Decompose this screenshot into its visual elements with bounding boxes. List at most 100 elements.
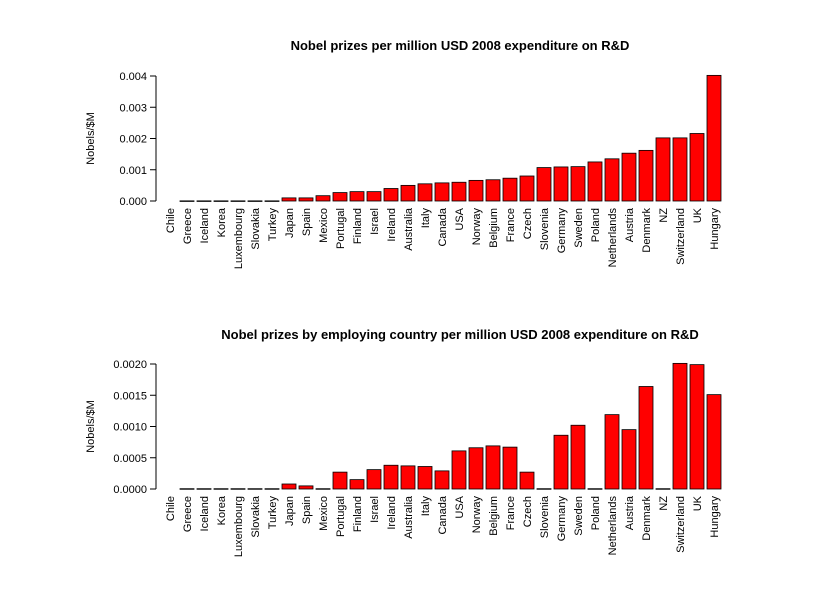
chart-bottom-bars: [179, 362, 722, 490]
chart-bottom-category-label: Slovenia: [539, 495, 551, 538]
chart-bottom-category-label: Luxembourg: [233, 496, 245, 557]
chart-top-bar: [400, 184, 416, 202]
chart-top-bar: [247, 200, 263, 202]
chart-bottom-category-label: Finland: [352, 496, 364, 532]
chart-top-y-tick-label: 0.000: [119, 196, 147, 208]
chart-bottom-category-label: UK: [692, 495, 704, 511]
chart-bottom-category-label: Mexico: [318, 496, 330, 531]
chart-top-category-label: Finland: [352, 208, 364, 244]
chart-bottom-bar: [332, 471, 348, 490]
chart-top-category-label: Greece: [182, 208, 194, 244]
chart-bottom-bar: [468, 447, 484, 490]
chart-top-bar: [655, 137, 671, 202]
chart-bottom-category-label: USA: [454, 495, 466, 518]
chart-bottom-category-label: Denmark: [641, 496, 653, 541]
chart-bottom-bar: [451, 450, 467, 490]
chart-top-bar: [502, 177, 518, 202]
chart-bottom-category-label: Turkey: [267, 496, 279, 530]
chart-bottom-category-label: Israel: [369, 496, 381, 523]
chart-top-category-label: Netherlands: [607, 208, 619, 268]
chart-top-bar: [281, 197, 297, 202]
chart-top-category-label: Korea: [216, 207, 228, 237]
chart-bottom-y-axis: 0.0000 0.0005 0.0010 0.0015 0.0020: [113, 359, 157, 496]
chart-top-bar: [587, 161, 603, 202]
chart-bottom-category-label: Czech: [522, 496, 534, 527]
chart-bottom-bar: [366, 469, 382, 490]
chart-top-bar: [468, 179, 484, 202]
chart-top-title: Nobel prizes per million USD 2008 expend…: [291, 38, 630, 53]
chart-top-bar: [315, 195, 331, 202]
chart-bottom-category-label: Poland: [590, 496, 602, 530]
chart-top-y-tick-label: 0.001: [119, 165, 147, 177]
chart-top-bar: [689, 133, 705, 202]
chart-bottom-category-label: Norway: [471, 496, 483, 534]
chart-bottom-bar: [519, 471, 535, 490]
chart-bottom-bar: [587, 488, 603, 490]
chart-bottom-bar: [315, 488, 331, 490]
chart-top: Nobel prizes per million USD 2008 expend…: [85, 38, 722, 269]
chart-top-category-label: Israel: [369, 208, 381, 235]
chart-top-category-label: NZ: [658, 208, 670, 223]
chart-top-bar: [672, 137, 688, 202]
chart-top-bar: [230, 200, 246, 202]
chart-bottom-bar: [383, 464, 399, 490]
chart-bottom: Nobel prizes by employing country per mi…: [85, 327, 722, 557]
chart-top-bar: [485, 179, 501, 202]
chart-top-category-label: Australia: [403, 207, 415, 251]
chart-top-category-label: Germany: [556, 208, 568, 254]
chart-top-bar: [213, 200, 229, 202]
chart-top-bars: [179, 74, 722, 202]
chart-bottom-bar: [179, 488, 195, 490]
chart-bottom-categories: Chile Greece Iceland Korea Luxembourg Slovaki…: [165, 495, 721, 557]
chart-bottom-bar: [604, 414, 620, 490]
chart-top-category-label: Ireland: [386, 208, 398, 242]
chart-top-bar: [519, 175, 535, 202]
chart-top-bar: [383, 188, 399, 202]
chart-bottom-category-label: Belgium: [488, 496, 500, 536]
chart-bottom-bar: [485, 445, 501, 490]
chart-bottom-bar: [621, 429, 637, 490]
chart-bottom-bar: [536, 488, 552, 490]
chart-bottom-bar: [298, 485, 314, 490]
chart-top-category-label: Chile: [165, 208, 177, 233]
chart-bottom-category-label: Slovakia: [250, 495, 262, 537]
chart-bottom-bar: [638, 386, 654, 490]
chart-bottom-bar: [417, 466, 433, 490]
chart-bottom-bar: [196, 488, 212, 490]
chart-bottom-category-label: France: [505, 496, 517, 530]
chart-top-ylabel: Nobels/$M: [85, 112, 97, 165]
chart-bottom-category-label: Korea: [216, 495, 228, 525]
chart-top-bar: [451, 181, 467, 202]
chart-bottom-category-label: Switzerland: [675, 496, 687, 553]
chart-top-category-label: Austria: [624, 207, 636, 242]
chart-top-bar: [706, 74, 722, 202]
chart-top-category-label: Slovakia: [250, 207, 262, 249]
chart-top-category-label: Japan: [284, 208, 296, 238]
chart-top-category-label: Czech: [522, 208, 534, 239]
chart-bottom-category-label: Greece: [182, 496, 194, 532]
chart-top-bar: [298, 197, 314, 202]
chart-bottom-y-tick-label: 0.0000: [113, 484, 147, 496]
chart-bottom-bar: [349, 479, 365, 490]
chart-bottom-bar: [281, 483, 297, 490]
chart-top-category-label: Denmark: [641, 208, 653, 253]
chart-top-category-label: Slovenia: [539, 207, 551, 250]
chart-bottom-category-label: Japan: [284, 496, 296, 526]
chart-top-bar: [553, 166, 569, 202]
chart-top-category-label: Sweden: [573, 208, 585, 248]
chart-top-category-label: Switzerland: [675, 208, 687, 265]
chart-top-category-label: Portugal: [335, 208, 347, 249]
chart-top-category-label: Canada: [437, 207, 449, 246]
chart-top-category-label: Belgium: [488, 208, 500, 248]
chart-bottom-category-label: Canada: [437, 495, 449, 534]
chart-bottom-category-label: Germany: [556, 496, 568, 542]
chart-top-y-tick-label: 0.004: [119, 71, 147, 83]
chart-bottom-y-tick-label: 0.0005: [113, 453, 147, 465]
chart-bottom-bar: [689, 364, 705, 490]
chart-bottom-category-label: Portugal: [335, 496, 347, 537]
chart-top-bar: [366, 191, 382, 202]
chart-top-bar: [604, 158, 620, 202]
chart-bottom-bar: [213, 488, 229, 490]
